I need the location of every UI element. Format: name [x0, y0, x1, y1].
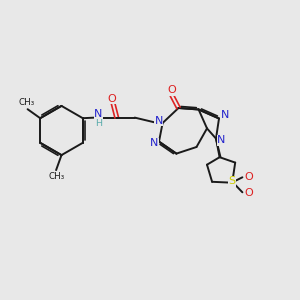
Text: O: O	[107, 94, 116, 104]
Text: N: N	[154, 116, 163, 126]
Text: N: N	[217, 135, 226, 145]
Text: N: N	[94, 109, 103, 119]
Text: CH₃: CH₃	[19, 98, 35, 107]
Text: CH₃: CH₃	[49, 172, 65, 181]
Text: O: O	[244, 188, 253, 198]
Text: N: N	[150, 138, 159, 148]
Text: O: O	[167, 85, 176, 95]
Text: O: O	[244, 172, 253, 182]
Text: S: S	[229, 176, 236, 186]
Text: N: N	[221, 110, 229, 120]
Text: H: H	[95, 118, 102, 127]
